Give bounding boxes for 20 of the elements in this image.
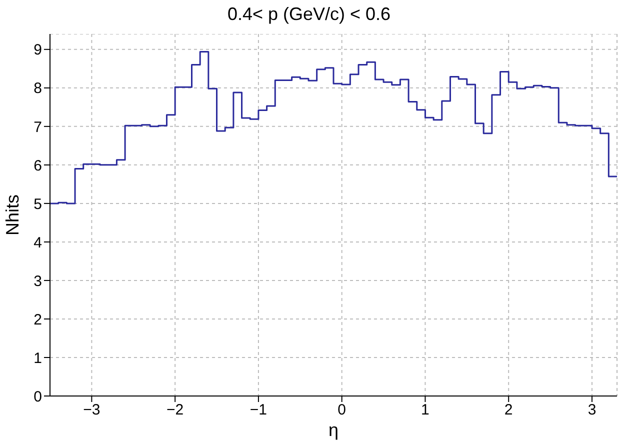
y-tick-label: 1 [34, 350, 42, 367]
x-tick-label: −2 [166, 402, 184, 419]
y-tick-label: 8 [34, 80, 42, 98]
x-axis-title: η [328, 420, 339, 440]
x-tick-label: 2 [504, 402, 513, 419]
x-tick-label: −3 [83, 402, 100, 419]
x-tick-label: 0 [338, 402, 346, 419]
y-tick-label: 2 [34, 311, 42, 328]
y-tick-label: 9 [34, 42, 42, 59]
chart-title: 0.4< p (GeV/c) < 0.6 [226, 4, 392, 25]
y-tick-label: 3 [34, 272, 42, 290]
y-tick-label: 5 [34, 196, 42, 213]
y-tick-label: 0 [34, 388, 42, 406]
x-tick-label: 3 [588, 402, 596, 419]
y-tick-label: 4 [34, 234, 42, 252]
y-tick-label: 7 [34, 118, 42, 136]
y-axis-title: Nhits [2, 194, 22, 236]
x-tick-label: −1 [250, 402, 268, 419]
x-tick-label: 1 [421, 402, 430, 419]
y-tick-label: 6 [34, 157, 42, 174]
